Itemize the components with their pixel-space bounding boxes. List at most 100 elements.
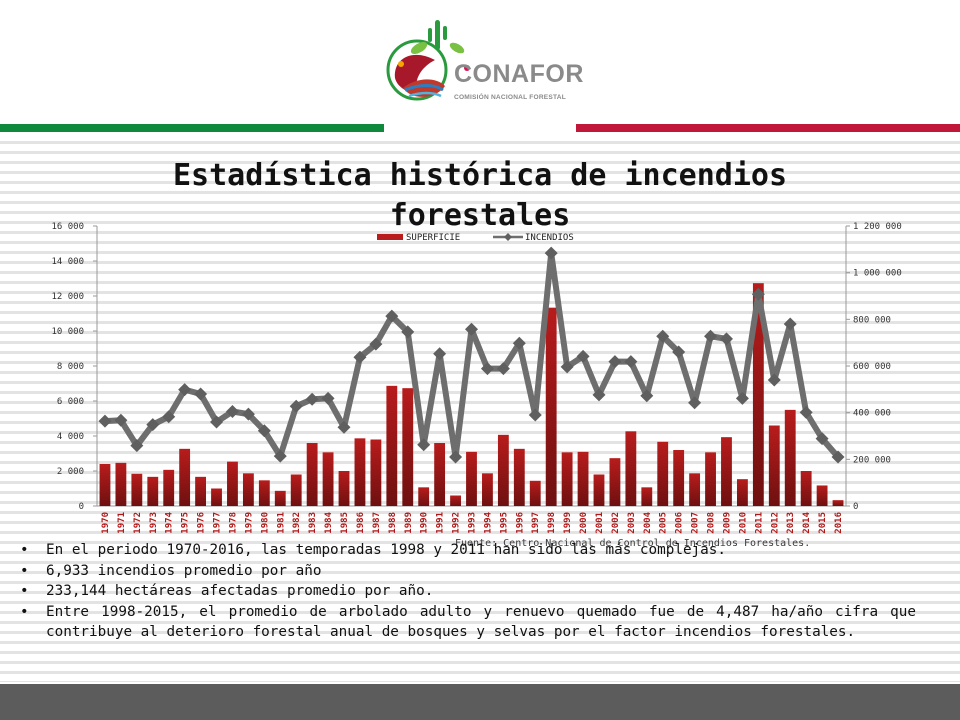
x-tick-label: 1977 bbox=[213, 512, 223, 534]
x-tick-label: 1990 bbox=[420, 512, 430, 534]
x-tick-label: 1995 bbox=[499, 512, 509, 534]
x-tick-label: 2000 bbox=[579, 512, 589, 534]
point-incendios bbox=[560, 360, 574, 374]
footer-bar bbox=[0, 684, 960, 720]
point-incendios bbox=[289, 399, 303, 413]
bar-superficie bbox=[322, 452, 334, 506]
x-tick-label: 1997 bbox=[531, 512, 541, 534]
bullet-list: En el periodo 1970-2016, las temporadas … bbox=[18, 540, 916, 643]
bar-superficie bbox=[402, 388, 414, 506]
point-incendios bbox=[815, 432, 829, 446]
page-title: Estadística histórica de incendios fores… bbox=[172, 158, 788, 233]
bar-superficie bbox=[609, 458, 621, 506]
bar-superficie bbox=[338, 471, 350, 506]
x-tick-label: 1981 bbox=[276, 512, 286, 534]
bar-superficie bbox=[545, 307, 557, 506]
point-incendios bbox=[672, 345, 686, 359]
chart-legend: SUPERFICIE INCENDIOS bbox=[377, 233, 574, 243]
point-incendios bbox=[98, 414, 112, 428]
bar-superficie bbox=[752, 283, 764, 506]
bullet-item: 6,933 incendios promedio por año bbox=[18, 561, 916, 582]
x-tick-label: 1984 bbox=[324, 511, 334, 533]
x-tick-label: 1994 bbox=[483, 511, 493, 533]
point-incendios bbox=[369, 337, 383, 351]
x-tick-label: 2004 bbox=[643, 511, 653, 533]
x-tick-label: 1993 bbox=[468, 512, 478, 534]
axis-ticks: 0 2 000 4 000 6 000 8 000 10 000 12 000 14 000 1… bbox=[51, 222, 901, 534]
left-tick-label: 2 000 bbox=[57, 467, 84, 477]
legend-label-incendios: INCENDIOS bbox=[525, 233, 574, 243]
bar-superficie bbox=[99, 464, 111, 506]
left-tick-label: 8 000 bbox=[57, 362, 84, 372]
bar-superficie bbox=[418, 487, 430, 506]
bar-superficie bbox=[450, 495, 461, 506]
point-incendios bbox=[576, 349, 590, 363]
left-tick-label: 12 000 bbox=[51, 292, 84, 302]
x-tick-label: 1999 bbox=[563, 512, 573, 534]
bar-series bbox=[99, 283, 844, 506]
point-incendios bbox=[608, 355, 622, 369]
point-incendios bbox=[640, 389, 654, 403]
bar-superficie bbox=[625, 431, 637, 506]
x-tick-label: 2001 bbox=[595, 512, 605, 534]
left-tick-label: 0 bbox=[79, 502, 84, 512]
x-tick-label: 1971 bbox=[117, 512, 127, 534]
point-incendios bbox=[130, 439, 144, 453]
point-incendios bbox=[751, 287, 765, 301]
right-tick-label: 0 bbox=[853, 502, 858, 512]
point-incendios bbox=[704, 329, 718, 343]
x-tick-label: 2003 bbox=[627, 512, 637, 534]
x-tick-label: 1972 bbox=[133, 512, 143, 534]
x-tick-label: 1987 bbox=[372, 512, 382, 534]
point-incendios bbox=[688, 396, 702, 410]
point-incendios bbox=[624, 355, 638, 369]
point-incendios bbox=[449, 450, 463, 464]
x-tick-label: 2009 bbox=[722, 512, 732, 534]
point-incendios bbox=[433, 347, 447, 361]
x-tick-label: 1976 bbox=[197, 512, 207, 534]
x-tick-label: 1989 bbox=[404, 512, 414, 534]
point-incendios bbox=[480, 362, 494, 376]
x-tick-label: 1985 bbox=[340, 512, 350, 534]
bar-superficie bbox=[593, 474, 605, 506]
bar-superficie bbox=[513, 448, 525, 506]
x-tick-label: 2013 bbox=[786, 512, 796, 534]
point-incendios bbox=[544, 246, 558, 260]
bar-superficie bbox=[816, 485, 828, 506]
point-incendios bbox=[273, 449, 287, 463]
x-tick-label: 2006 bbox=[675, 512, 685, 534]
bar-superficie bbox=[800, 471, 812, 506]
point-incendios bbox=[767, 373, 781, 387]
x-tick-label: 1980 bbox=[260, 512, 270, 534]
bullet-item: 233,144 hectáreas afectadas promedio por… bbox=[18, 581, 916, 602]
point-incendios bbox=[210, 415, 224, 429]
bar-superficie bbox=[529, 480, 541, 506]
bar-superficie bbox=[784, 409, 796, 506]
right-tick-label: 200 000 bbox=[853, 455, 891, 465]
logo-subtitle: COMISIÓN NACIONAL FORESTAL bbox=[454, 94, 566, 101]
point-incendios bbox=[162, 410, 176, 424]
bar-superficie bbox=[721, 437, 732, 506]
left-tick-label: 14 000 bbox=[51, 257, 84, 267]
x-tick-label: 1998 bbox=[547, 512, 557, 534]
point-incendios bbox=[735, 391, 749, 405]
bar-superficie bbox=[673, 450, 685, 506]
x-tick-label: 1975 bbox=[181, 512, 191, 534]
bar-superficie bbox=[258, 480, 270, 506]
x-tick-label: 1982 bbox=[292, 512, 302, 534]
legend-label-superficie: SUPERFICIE bbox=[406, 233, 460, 243]
bar-superficie bbox=[354, 438, 366, 506]
x-tick-label: 1979 bbox=[244, 512, 254, 534]
bar-superficie bbox=[195, 476, 207, 506]
left-tick-label: 6 000 bbox=[57, 397, 84, 407]
x-tick-label: 1973 bbox=[149, 512, 159, 534]
bar-superficie bbox=[370, 439, 382, 506]
legend-swatch-superficie bbox=[377, 234, 403, 240]
bar-superficie bbox=[482, 473, 493, 506]
point-incendios bbox=[225, 405, 239, 418]
x-tick-label: 1996 bbox=[515, 512, 525, 534]
bar-superficie bbox=[163, 469, 175, 506]
bar-superficie bbox=[179, 448, 191, 506]
bar-superficie bbox=[705, 452, 716, 506]
right-tick-label: 1 000 000 bbox=[853, 269, 902, 279]
